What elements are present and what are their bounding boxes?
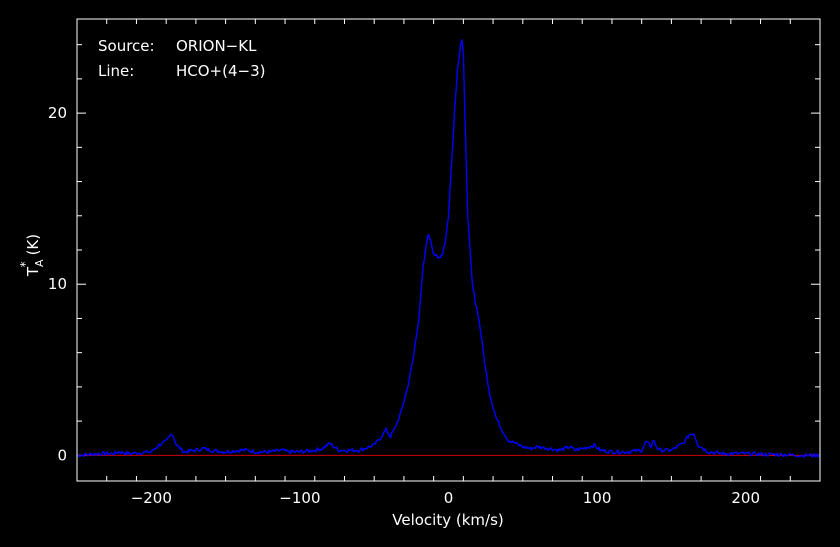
source-value: ORION−KL: [176, 37, 257, 55]
y-axis-label-main: T: [24, 266, 42, 277]
x-tick-label: 100: [583, 489, 612, 507]
line-value: HCO+(4−3): [176, 62, 266, 80]
plot-frame: [76, 18, 821, 482]
tick-labels: −200 −100 0 100 200 0 10 20: [48, 104, 760, 507]
y-tick-label: 20: [48, 104, 67, 122]
y-axis-label-unit: (K): [24, 234, 42, 256]
y-axis-label: TA* (K): [18, 234, 46, 277]
x-tick-label: 0: [444, 489, 454, 507]
x-tick-label: −200: [131, 489, 172, 507]
y-axis-label-sup: *: [18, 261, 32, 267]
y-tick-label: 10: [48, 275, 67, 293]
x-tick-label: −100: [279, 489, 320, 507]
spectrum-line: [76, 39, 821, 458]
x-tick-label: 200: [731, 489, 760, 507]
tick-marks: [76, 19, 821, 481]
y-tick-label: 0: [57, 446, 67, 464]
y-axis-label-sub: A: [33, 259, 46, 267]
svg-text:TA*(K): TA* (K): [18, 234, 46, 277]
source-label: Source:: [98, 37, 155, 55]
x-axis-label: Velocity (km/s): [392, 511, 503, 529]
line-label: Line:: [98, 62, 134, 80]
